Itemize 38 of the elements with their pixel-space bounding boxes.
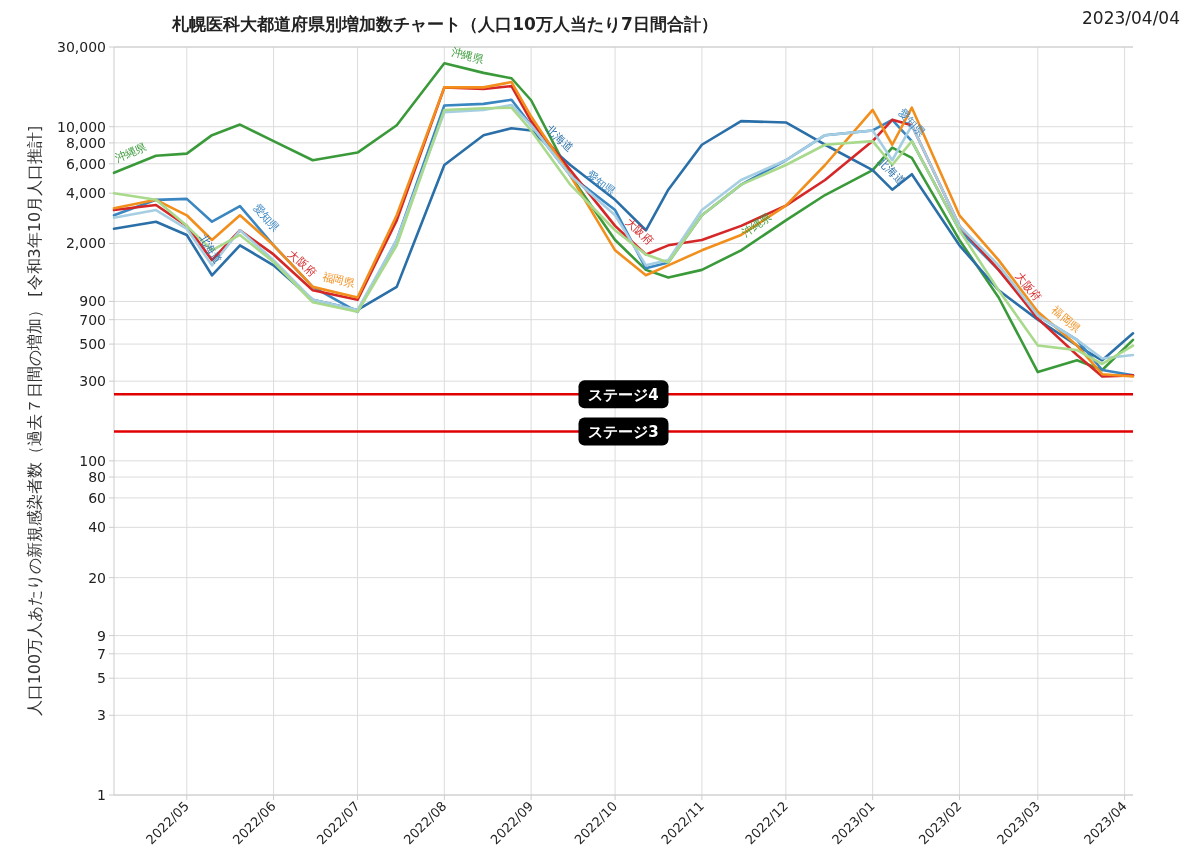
y-tick-label: 2,000 [65, 235, 106, 252]
y-tick-label: 1 [97, 787, 106, 803]
y-tick-label: 80 [88, 469, 106, 486]
y-tick-label: 10,000 [57, 118, 106, 135]
text: 大阪府 [285, 247, 319, 280]
text: 2023/04/04 [1082, 8, 1180, 28]
text: 沖縄県 [113, 140, 149, 165]
y-tick-label: 60 [88, 489, 106, 506]
y-tick-label: 40 [88, 519, 106, 536]
text: 愛知県 [895, 105, 928, 139]
y-tick-label: 30,000 [57, 39, 106, 55]
y-tick-label: 4,000 [65, 185, 106, 202]
y-tick-label: 9 [97, 627, 106, 644]
y-tick-label: 300 [79, 373, 106, 390]
text: 沖縄県 [449, 45, 485, 67]
y-axis-title: 人口100万人あたりの新規感染者数（過去７日間の増加） [令和3年10月人口推計] [25, 125, 44, 717]
y-tick-label: 20 [88, 569, 106, 586]
y-tick-label: 100 [79, 452, 106, 469]
ref-line-label: ステージ3 [588, 423, 659, 442]
ref-line-label: ステージ4 [588, 386, 659, 405]
y-tick-label: 900 [79, 293, 106, 310]
text: 大阪府 [622, 215, 656, 248]
text: 福岡県 [320, 270, 357, 291]
text: 大阪府 [1012, 269, 1044, 304]
y-tick-label: 8,000 [65, 134, 106, 151]
chart-title: 札幌医科大都道府県別増加数チャート（人口10万人当たり7日間合計） [171, 14, 718, 34]
y-tick-label: 500 [79, 336, 106, 353]
text: 福岡県 [1049, 303, 1083, 336]
text: 北海道 [542, 122, 577, 155]
y-tick-label: 7 [97, 645, 106, 662]
text: 愛知県 [583, 168, 618, 199]
y-tick-label: 3 [97, 707, 106, 724]
text: 愛知県 [250, 201, 283, 235]
text: 沖縄県 [739, 210, 775, 240]
y-tick-label: 6,000 [65, 155, 106, 172]
y-tick-label: 5 [97, 670, 106, 687]
text: 北海道 [196, 231, 225, 267]
y-tick-label: 700 [79, 311, 106, 328]
